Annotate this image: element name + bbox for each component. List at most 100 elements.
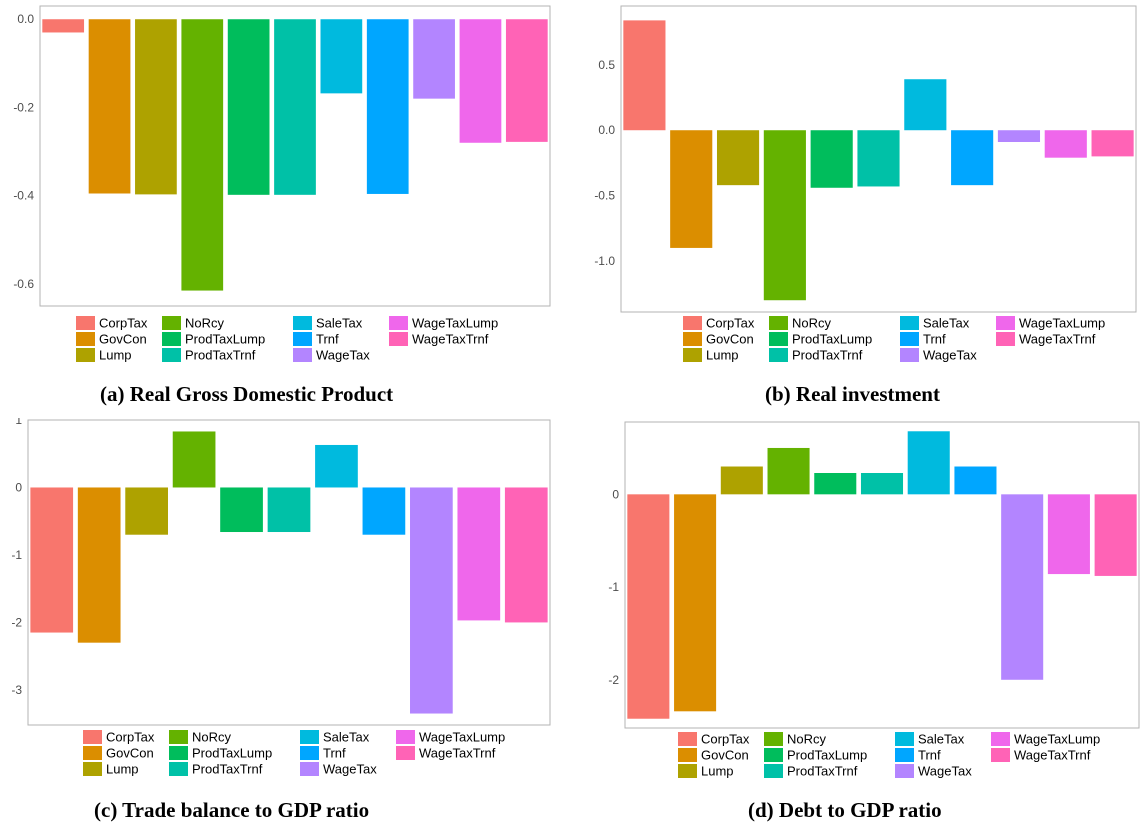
legend-label-corp-tax: CorpTax (706, 316, 755, 331)
bar-wage-tax-trnf (504, 487, 548, 623)
chart-panel-gdp: 0.0 -0.2 -0.4 -0.6 CorpTax GovCon Lump NoRcy Pro… (12, 2, 572, 369)
bar-wage-tax-trnf (505, 19, 548, 142)
bar-trnf (362, 487, 406, 535)
y-tick-label: 0 (15, 480, 22, 494)
legend-swatch-no-rcy (162, 316, 181, 330)
plot-frame (624, 421, 1140, 729)
legend-swatch-no-rcy (764, 732, 783, 746)
y-tick-label: -1 (608, 580, 619, 594)
chart-panel-debt: 0 -1 -2 CorpTax GovCon Lump NoRcy ProdTaxLump Pr… (571, 418, 1141, 785)
legend-swatch-no-rcy (769, 316, 788, 330)
legend-label-gov-con: GovCon (701, 748, 749, 763)
legend-swatch-corp-tax (76, 316, 95, 330)
legend-label-wage-tax-lump: WageTaxLump (419, 730, 505, 745)
bar-no-rcy (767, 447, 810, 495)
bar-wage-tax-lump (1047, 494, 1090, 575)
legend-swatch-gov-con (683, 332, 702, 346)
legend-label-lump: Lump (706, 348, 739, 363)
plot-frame (620, 5, 1137, 313)
chart-gdp: 0.0-0.2-0.4-0.6CorpTaxGovConLumpNoRcyPro… (13, 5, 551, 363)
bar-gov-con (670, 130, 713, 248)
bar-lump (135, 19, 177, 195)
caption-investment: (b) Real investment (765, 382, 940, 406)
bar-prod-tax-lump (814, 473, 857, 495)
bar-lump (720, 466, 763, 495)
legend-swatch-wage-tax-lump (396, 730, 415, 744)
legend-label-no-rcy: NoRcy (185, 316, 225, 331)
legend-swatch-prod-tax-lump (769, 332, 788, 346)
legend-label-wage-tax-trnf: WageTaxTrnf (1014, 748, 1091, 763)
plot-frame (39, 5, 551, 307)
bar-corp-tax (42, 19, 85, 33)
bar-trnf (366, 19, 409, 194)
legend-label-prod-tax-trnf: ProdTaxTrnf (787, 764, 858, 779)
legend-swatch-wage-tax (300, 762, 319, 776)
legend-swatch-sale-tax (895, 732, 914, 746)
y-tick-label: -3 (12, 683, 22, 697)
legend-label-corp-tax: CorpTax (99, 316, 148, 331)
y-tick-label: 0.5 (598, 58, 615, 72)
legend-label-lump: Lump (701, 764, 734, 779)
bar-sale-tax (315, 444, 358, 488)
legend-swatch-prod-tax-lump (162, 332, 181, 346)
legend-swatch-prod-tax-trnf (169, 762, 188, 776)
legend-label-wage-tax: WageTax (323, 762, 377, 777)
legend-label-corp-tax: CorpTax (701, 732, 750, 747)
y-tick-label: 0.0 (17, 12, 34, 26)
y-tick-label: -2 (608, 673, 619, 687)
legend-swatch-trnf (300, 746, 319, 760)
legend-swatch-lump (678, 764, 697, 778)
legend-label-trnf: Trnf (316, 332, 339, 347)
legend-swatch-wage-tax-lump (389, 316, 408, 330)
legend-swatch-corp-tax (683, 316, 702, 330)
bar-gov-con (674, 494, 717, 712)
y-tick-label: -0.5 (594, 189, 615, 203)
legend-swatch-lump (683, 348, 702, 362)
legend-swatch-corp-tax (83, 730, 102, 744)
legend-label-prod-tax-trnf: ProdTaxTrnf (185, 348, 256, 363)
chart-panel-trade-balance: 1 0 -1 -2 -3 CorpTax GovCon Lump NoRcy ProdTaxLum… (11, 413, 572, 785)
caption-debt: (d) Debt to GDP ratio (748, 798, 942, 822)
legend-swatch-gov-con (678, 748, 697, 762)
legend-swatch-wage-tax-lump (991, 732, 1010, 746)
legend-label-corp-tax: CorpTax (106, 730, 155, 745)
bar-sale-tax (320, 19, 363, 94)
bar-wage-tax (413, 19, 455, 99)
y-tick-label: -2 (12, 615, 22, 629)
legend-label-sale-tax: SaleTax (923, 316, 970, 331)
legend-swatch-prod-tax-lump (169, 746, 188, 760)
legend-label-prod-tax-lump: ProdTaxLump (185, 332, 265, 347)
bar-no-rcy (181, 19, 224, 291)
bar-lump (125, 487, 168, 535)
legend-swatch-lump (83, 762, 102, 776)
bar-wage-tax-lump (459, 19, 502, 143)
bar-lump (716, 130, 760, 186)
legend-swatch-prod-tax-trnf (162, 348, 181, 362)
legend-swatch-prod-tax-lump (764, 748, 783, 762)
y-tick-label: 0.0 (598, 123, 615, 137)
y-tick-label: 1 (15, 418, 22, 427)
bar-trnf (951, 130, 994, 186)
legend-swatch-trnf (895, 748, 914, 762)
bar-sale-tax (907, 431, 950, 495)
bar-wage-tax-lump (1044, 130, 1087, 158)
legend-label-wage-tax-trnf: WageTaxTrnf (1019, 332, 1096, 347)
legend-label-prod-tax-lump: ProdTaxLump (787, 748, 867, 763)
bar-prod-tax-trnf (267, 487, 311, 533)
y-tick-label: -0.4 (13, 189, 34, 203)
legend-swatch-gov-con (83, 746, 102, 760)
bar-gov-con (77, 487, 121, 643)
bar-wage-tax-trnf (1091, 130, 1134, 157)
legend-label-no-rcy: NoRcy (792, 316, 832, 331)
bar-prod-tax-trnf (857, 130, 900, 187)
legend-swatch-sale-tax (300, 730, 319, 744)
legend-label-lump: Lump (99, 348, 132, 363)
legend-label-gov-con: GovCon (106, 746, 154, 761)
legend-label-prod-tax-lump: ProdTaxLump (192, 746, 272, 761)
